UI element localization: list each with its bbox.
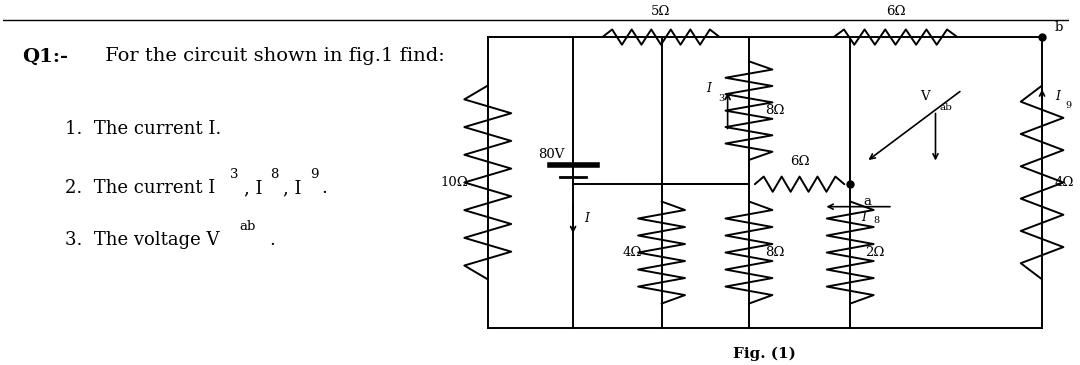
Text: 4Ω: 4Ω [1055,176,1075,189]
Text: , I: , I [283,179,301,197]
Text: 10Ω: 10Ω [441,176,469,189]
Text: 8: 8 [874,216,880,225]
Text: 2Ω: 2Ω [865,246,885,259]
Text: I: I [861,211,866,224]
Text: a: a [863,195,870,208]
Text: Fig. (1): Fig. (1) [733,347,796,361]
Text: 9: 9 [310,168,319,181]
Text: I: I [583,212,589,225]
Text: 8Ω: 8Ω [765,104,784,117]
Text: 8Ω: 8Ω [765,246,784,259]
Text: 9: 9 [1066,101,1071,110]
Text: , I: , I [244,179,262,197]
Text: 1.  The current I.: 1. The current I. [65,120,220,138]
Text: 6Ω: 6Ω [789,154,809,168]
Text: ab: ab [240,220,256,233]
Text: ab: ab [940,103,953,112]
Text: I: I [1055,90,1059,103]
Text: I: I [706,82,712,95]
Text: 8: 8 [270,168,279,181]
Text: For the circuit shown in fig.1 find:: For the circuit shown in fig.1 find: [98,47,445,65]
Text: Q1:-: Q1:- [22,47,68,65]
Text: 3: 3 [230,168,239,181]
Text: 6Ω: 6Ω [886,5,905,18]
Text: 3: 3 [718,94,725,103]
Text: 2.  The current I: 2. The current I [65,179,215,197]
Text: b: b [1055,21,1063,34]
Text: V: V [920,90,930,103]
Text: 80V: 80V [538,148,565,161]
Text: .: . [322,179,327,197]
Text: .: . [269,231,275,249]
Text: 3.  The voltage V: 3. The voltage V [65,231,219,249]
Text: 5Ω: 5Ω [651,5,671,18]
Text: 4Ω: 4Ω [623,246,643,259]
